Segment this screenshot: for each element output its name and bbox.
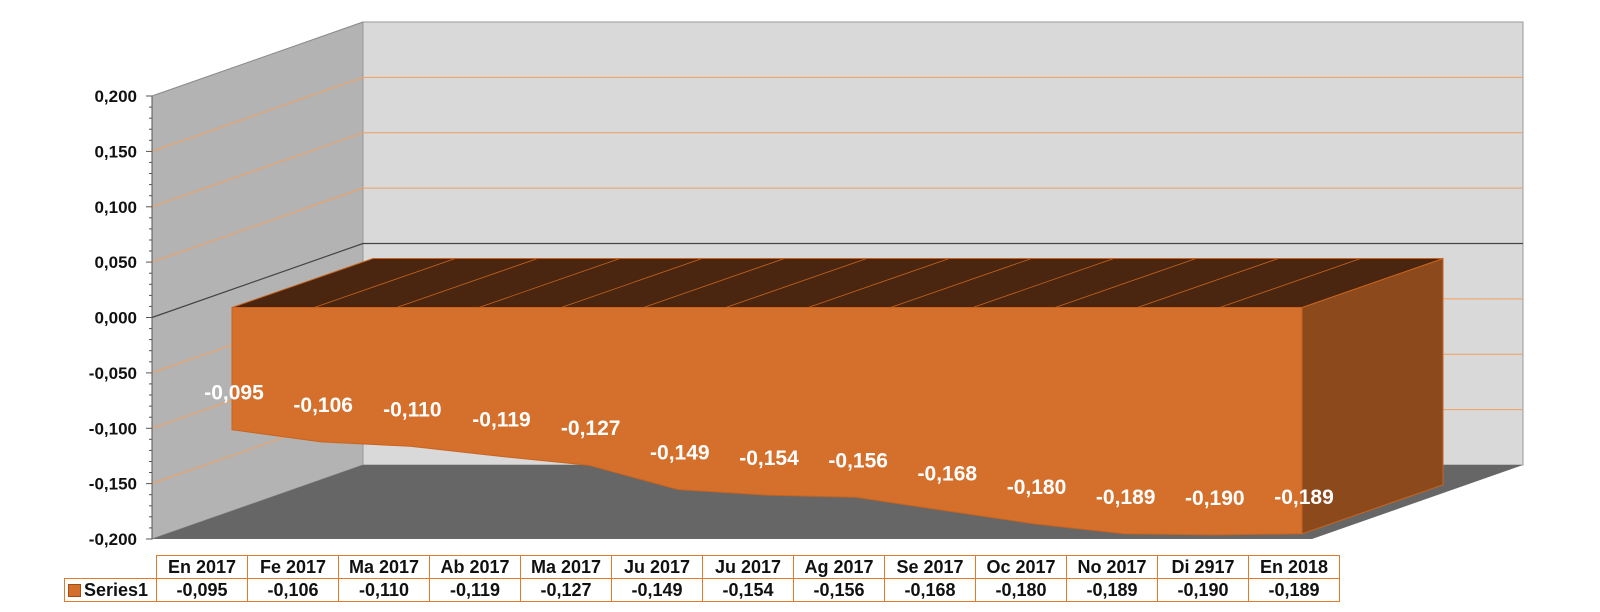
data-table-value: -0,189 (1066, 578, 1158, 602)
area-top-division (314, 258, 456, 308)
area-top-division (396, 258, 538, 308)
gridline (151, 76, 1523, 152)
legend-label: Series1 (84, 580, 149, 600)
data-label: -0,127 (561, 417, 621, 440)
x-tick-label: En 2018 (1248, 555, 1340, 579)
area-top-division (725, 258, 867, 308)
legend-entry: Series1 (64, 578, 157, 602)
area-top-division (561, 258, 703, 308)
area-series (231, 257, 1444, 536)
x-tick-label: Se 2017 (884, 555, 976, 579)
data-label: -0,149 (650, 442, 710, 465)
y-tick-label: -0,100 (89, 419, 137, 438)
data-table-value: -0,180 (975, 578, 1067, 602)
data-table-value: -0,119 (429, 578, 521, 602)
area-top-face (231, 258, 1444, 308)
data-table-value: -0,106 (247, 578, 339, 602)
y-tick-label: 0,200 (94, 87, 137, 106)
gridline (151, 132, 1523, 208)
area-top-division (972, 258, 1114, 308)
x-tick-label: Oc 2017 (975, 555, 1067, 579)
x-tick-label: Di 2917 (1157, 555, 1249, 579)
data-label: -0,154 (739, 447, 799, 470)
data-label: -0,119 (472, 408, 530, 431)
area-top-division (643, 258, 785, 308)
gridline (151, 187, 1523, 263)
x-tick-label: Ag 2017 (793, 555, 885, 579)
area-top-division (890, 258, 1032, 308)
data-table-value: -0,156 (793, 578, 885, 602)
y-axis: 0,200 0,150 0,100 0,050 0,000 -0,050 -0,100 -0,… (89, 87, 153, 549)
data-label: -0,180 (1007, 476, 1067, 499)
data-table-value: -0,190 (1157, 578, 1249, 602)
y-tick-label: 0,000 (94, 309, 137, 328)
data-labels: -0,095 -0,106 -0,110 -0,119 -0,127 -0,149 -0,1… (204, 382, 1334, 510)
data-table-corner (65, 556, 157, 579)
y-tick-label: 0,150 (94, 142, 137, 161)
data-table-value: -0,110 (338, 578, 430, 602)
y-tick-label: -0,150 (89, 475, 137, 494)
data-table-value: -0,149 (611, 578, 703, 602)
area-top-division (478, 258, 621, 308)
data-table-value: -0,189 (1248, 578, 1340, 602)
x-tick-label: Ju 2017 (702, 555, 794, 579)
y-tick-label: -0,200 (89, 530, 137, 549)
area-top-division (1219, 258, 1361, 308)
data-label: -0,190 (1185, 487, 1245, 510)
area-top-division (1137, 258, 1279, 308)
y-tick-label: -0,050 (89, 364, 137, 383)
x-tick-label: Ju 2017 (611, 555, 703, 579)
x-tick-label: No 2017 (1066, 555, 1158, 579)
data-table: En 2017 Fe 2017 Ma 2017 Ab 2017 Ma 2017 Ju 20… (64, 555, 1340, 602)
x-tick-label: Fe 2017 (247, 555, 339, 579)
data-table-value: -0,168 (884, 578, 976, 602)
x-tick-label: Ma 2017 (520, 555, 612, 579)
x-tick-label: Ab 2017 (429, 555, 521, 579)
area-top-division (808, 258, 950, 308)
data-table-value: -0,154 (702, 578, 794, 602)
data-table-value: -0,095 (156, 578, 248, 602)
data-label: -0,110 (383, 398, 441, 421)
area-top-division (1054, 258, 1197, 308)
x-tick-label: Ma 2017 (338, 555, 430, 579)
x-tick-label: En 2017 (156, 555, 248, 579)
data-label: -0,095 (204, 382, 264, 405)
data-table-value-row: Series1 -0,095 -0,106 -0,110 -0,119 -0,127 -0,… (64, 578, 1340, 602)
data-label: -0,106 (293, 394, 353, 417)
y-tick-label: 0,100 (94, 198, 137, 217)
y-tick-label: 0,050 (94, 253, 137, 272)
data-label: -0,168 (918, 463, 978, 486)
data-label: -0,156 (828, 449, 888, 472)
gridline (151, 242, 1523, 319)
data-label: -0,189 (1096, 486, 1156, 509)
legend-key (68, 583, 81, 597)
area-front-face (231, 307, 1303, 536)
data-table-category-row: En 2017 Fe 2017 Ma 2017 Ab 2017 Ma 2017 Ju 20… (65, 555, 1340, 579)
data-table-value: -0,127 (520, 578, 612, 602)
data-label: -0,189 (1274, 486, 1334, 509)
